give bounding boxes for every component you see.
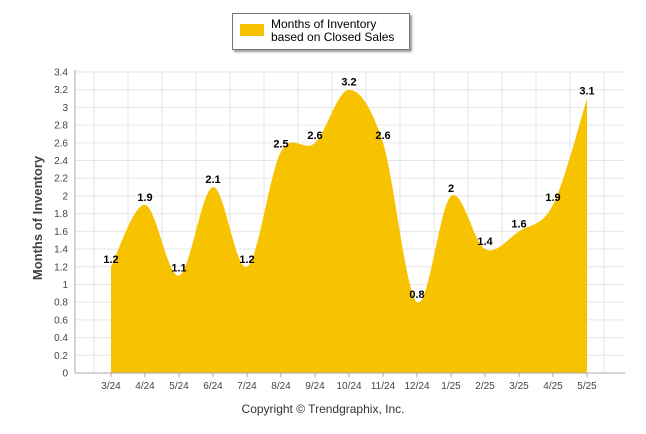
data-label: 1.2 <box>103 254 118 266</box>
data-label: 1.6 <box>511 218 526 230</box>
x-tick-label: 1/25 <box>441 381 461 392</box>
y-tick-label: 0.2 <box>54 351 68 362</box>
data-label: 3.1 <box>579 86 594 98</box>
area-fill <box>111 89 587 373</box>
x-tick-label: 8/24 <box>271 381 291 392</box>
axes <box>74 70 625 377</box>
data-label: 2.6 <box>307 130 322 142</box>
y-tick-label: 2.4 <box>54 156 68 167</box>
data-label: 3.2 <box>341 77 356 89</box>
data-label: 2.1 <box>205 174 220 186</box>
legend-swatch <box>240 24 264 36</box>
y-tick-label: 0.8 <box>54 298 68 309</box>
x-tick-labels: 3/24 4/24 5/24 6/24 7/24 8/24 9/24 10/24 11/24 12… <box>101 381 597 392</box>
area-series <box>111 89 587 373</box>
legend-label: Months of Inventory based on Closed Sale… <box>271 17 395 44</box>
data-label: 1.1 <box>171 263 186 275</box>
y-tick-label: 2.8 <box>54 121 68 132</box>
y-tick-label: 2 <box>62 191 68 202</box>
x-tick-label: 6/24 <box>203 381 223 392</box>
y-tick-label: 1.2 <box>54 262 68 273</box>
x-tick-label: 7/24 <box>237 381 257 392</box>
y-tick-labels: 0 0.2 0.4 0.6 0.8 1 1.2 1.4 1.6 1.8 2 2.2 2.4 2.6 2.8 3… <box>54 68 68 380</box>
data-label: 1.2 <box>239 254 254 266</box>
x-tick-label: 9/24 <box>305 381 325 392</box>
y-tick-label: 0.6 <box>54 315 68 326</box>
y-tick-label: 3 <box>62 103 68 114</box>
y-tick-label: 2.6 <box>54 138 68 149</box>
data-label: 1.4 <box>477 236 493 248</box>
y-tick-label: 3.4 <box>54 68 68 79</box>
x-tick-label: 4/25 <box>543 381 563 392</box>
y-tick-label: 1.4 <box>54 245 68 256</box>
x-tick-label: 3/24 <box>101 381 121 392</box>
y-tick-label: 1 <box>62 280 68 291</box>
copyright-footer: Copyright © Trendgraphix, Inc. <box>241 402 405 416</box>
x-tick-label: 3/25 <box>509 381 529 392</box>
y-tick-label: 2.2 <box>54 174 68 185</box>
x-tick-label: 2/25 <box>475 381 495 392</box>
y-tick-label: 1.6 <box>54 227 68 238</box>
x-tick-label: 5/24 <box>169 381 189 392</box>
y-axis-title: Months of Inventory <box>30 155 45 280</box>
y-tick-label: 0.4 <box>54 333 68 344</box>
data-label: 1.9 <box>545 192 560 204</box>
y-tick-label: 0 <box>62 369 68 380</box>
data-label: 2.6 <box>375 130 390 142</box>
data-label: 2 <box>448 183 454 195</box>
x-tick-label: 10/24 <box>336 381 361 392</box>
legend: Months of Inventory based on Closed Sale… <box>232 13 410 50</box>
x-tick-label: 11/24 <box>371 381 396 392</box>
x-tick-label: 4/24 <box>135 381 155 392</box>
x-tick-label: 12/24 <box>404 381 429 392</box>
x-tick-label: 5/25 <box>577 381 597 392</box>
y-tick-label: 3.2 <box>54 85 68 96</box>
data-labels: 1.2 1.9 1.1 2.1 1.2 2.5 2.6 3.2 2.6 0.8 2 1.4 1.6 1.9… <box>103 77 594 301</box>
data-label: 2.5 <box>273 139 288 151</box>
data-label: 0.8 <box>409 289 424 301</box>
data-label: 1.9 <box>137 192 152 204</box>
y-tick-label: 1.8 <box>54 209 68 220</box>
